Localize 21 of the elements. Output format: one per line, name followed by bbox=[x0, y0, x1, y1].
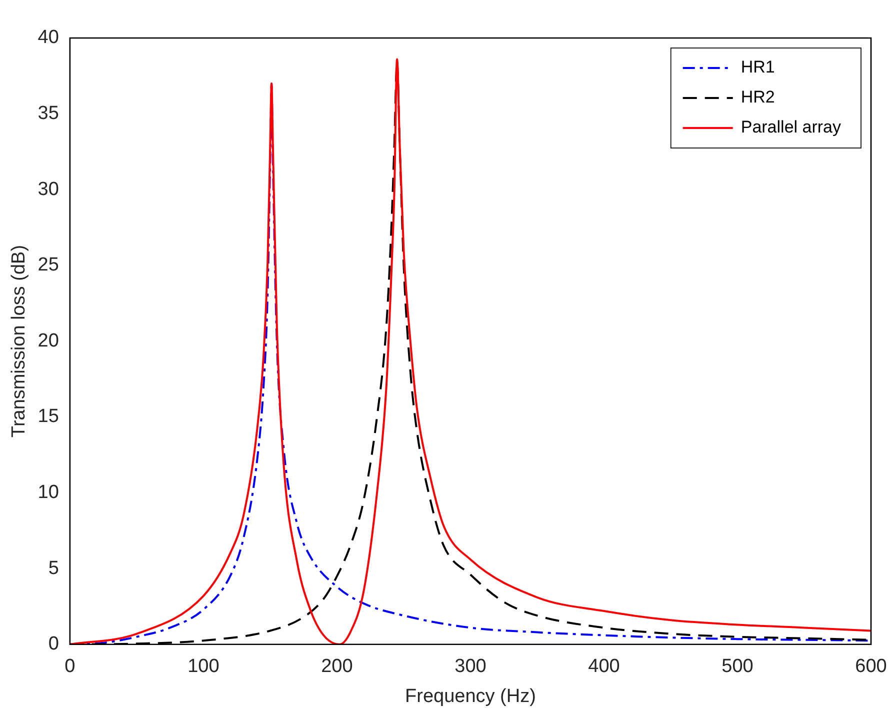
y-tick-label: 5 bbox=[48, 558, 59, 579]
y-tick-label: 10 bbox=[38, 482, 59, 504]
y-tick-label: 20 bbox=[38, 330, 59, 352]
x-axis-title: Frequency (Hz) bbox=[405, 686, 536, 707]
y-tick-label: 35 bbox=[38, 103, 59, 124]
y-axis-title: Transmission loss (dB) bbox=[8, 244, 30, 438]
y-tick-label: 30 bbox=[38, 178, 59, 200]
x-tick-label: 500 bbox=[722, 656, 754, 678]
x-tick-label: 300 bbox=[454, 656, 486, 678]
x-tick-label: 100 bbox=[188, 656, 220, 678]
x-tick-label: 400 bbox=[588, 656, 620, 678]
x-tick-label: 200 bbox=[321, 656, 353, 678]
y-tick-label: 15 bbox=[38, 406, 59, 428]
legend-label: HR2 bbox=[740, 88, 775, 107]
x-tick-label: 0 bbox=[64, 656, 76, 678]
y-tick-label: 0 bbox=[48, 634, 59, 655]
legend-label: Parallel array bbox=[740, 118, 842, 137]
legend-label: HR1 bbox=[740, 58, 775, 77]
y-tick-label: 25 bbox=[38, 254, 59, 276]
x-tick-label: 600 bbox=[855, 656, 887, 678]
y-tick-label: 40 bbox=[38, 27, 59, 48]
